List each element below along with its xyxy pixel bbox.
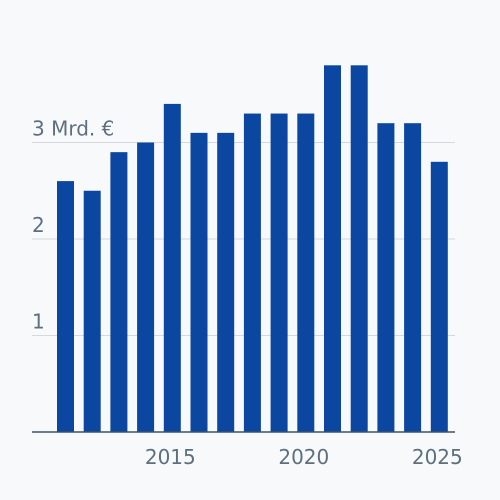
bar-2020 [297, 113, 315, 433]
bar-2021 [324, 65, 341, 433]
bar-2022 [350, 65, 368, 433]
bar-2016 [190, 132, 208, 432]
x-tick-label-2020: 2020 [278, 445, 329, 469]
bar-2011 [57, 181, 74, 432]
bar-2025 [430, 161, 448, 433]
y-tick-label-1: 1 [32, 310, 45, 334]
x-tick-label-2015: 2015 [145, 445, 196, 469]
y-tick-label-2: 2 [32, 213, 45, 237]
y-tick-label-3: 3 Mrd. € [32, 117, 114, 141]
bar-2024 [404, 123, 422, 432]
bar-2023 [377, 123, 395, 432]
bar-2019 [270, 113, 288, 433]
bar-2015 [163, 103, 181, 433]
bar-2012 [83, 190, 101, 432]
bar-2013 [110, 152, 128, 432]
x-tick-label-2025: 2025 [412, 445, 463, 469]
bar-2017 [217, 132, 235, 432]
bar-2014 [137, 142, 155, 432]
bar-2018 [243, 113, 261, 433]
